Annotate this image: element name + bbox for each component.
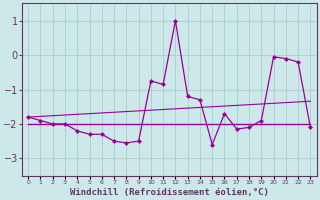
X-axis label: Windchill (Refroidissement éolien,°C): Windchill (Refroidissement éolien,°C): [70, 188, 269, 197]
